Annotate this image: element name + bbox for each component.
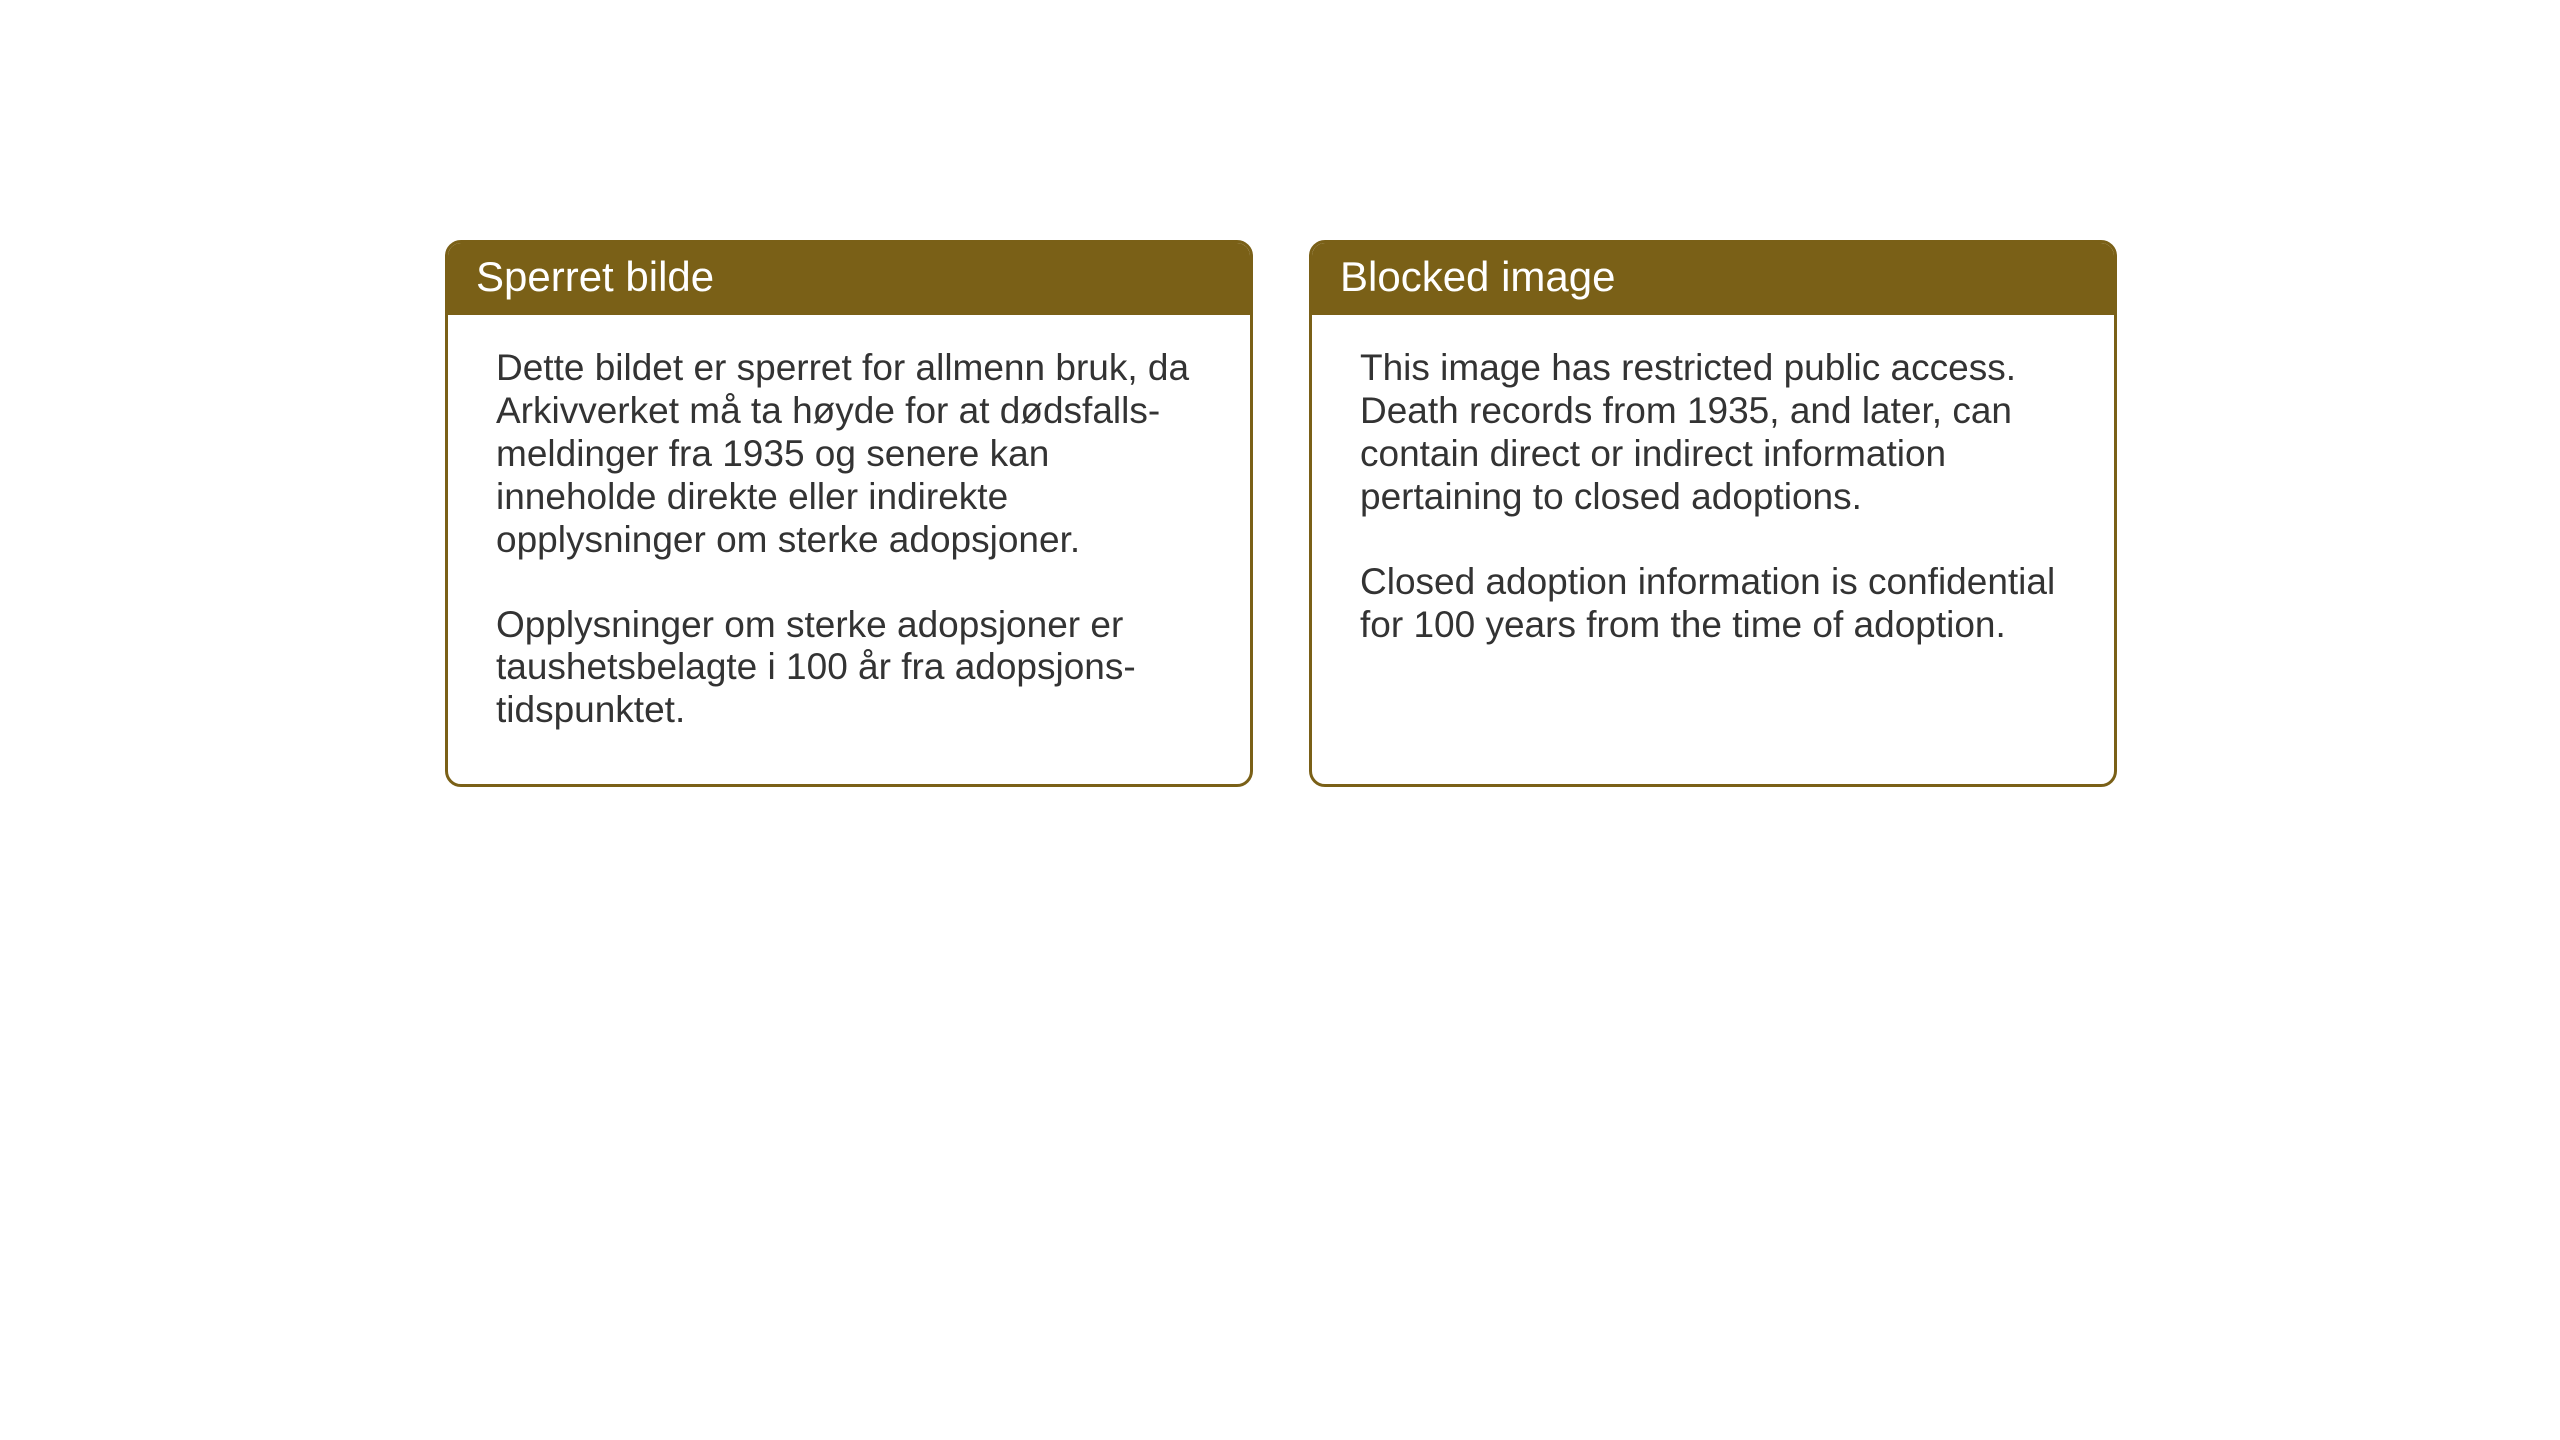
cards-container: Sperret bilde Dette bildet er sperret fo… — [0, 0, 2560, 787]
paragraph-2-norwegian: Opplysninger om sterke adopsjoner er tau… — [496, 604, 1202, 733]
card-title-english: Blocked image — [1340, 253, 1615, 300]
card-english: Blocked image This image has restricted … — [1309, 240, 2117, 787]
card-body-norwegian: Dette bildet er sperret for allmenn bruk… — [448, 315, 1250, 784]
paragraph-1-english: This image has restricted public access.… — [1360, 347, 2066, 519]
card-norwegian: Sperret bilde Dette bildet er sperret fo… — [445, 240, 1253, 787]
card-body-english: This image has restricted public access.… — [1312, 315, 2114, 698]
paragraph-2-english: Closed adoption information is confident… — [1360, 561, 2066, 647]
card-title-norwegian: Sperret bilde — [476, 253, 714, 300]
paragraph-1-norwegian: Dette bildet er sperret for allmenn bruk… — [496, 347, 1202, 562]
card-header-norwegian: Sperret bilde — [448, 243, 1250, 315]
card-header-english: Blocked image — [1312, 243, 2114, 315]
